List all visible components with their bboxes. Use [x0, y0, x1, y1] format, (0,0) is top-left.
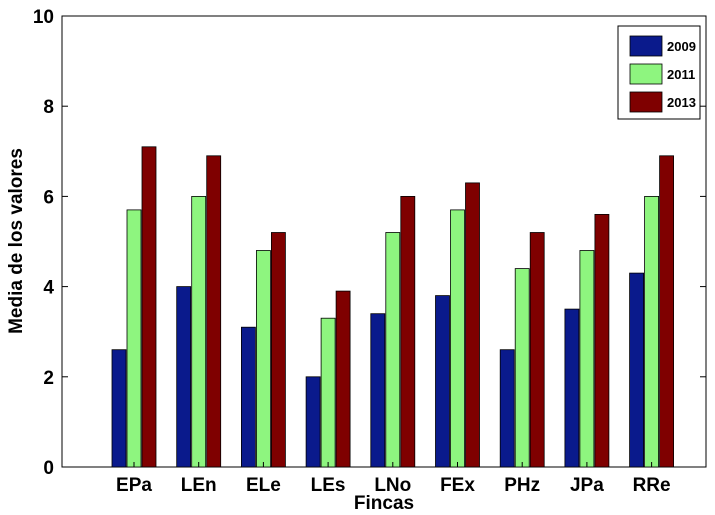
bar-jpa-2009: [564, 308, 580, 468]
bar-rre-2009: [629, 272, 644, 468]
legend-label-2009: 2009: [667, 39, 696, 54]
x-tick-label-fex: FEx: [440, 475, 475, 496]
x-tick-label-ele: ELe: [246, 475, 281, 496]
x-axis-title: Fincas: [354, 493, 414, 514]
legend-item-2009: 2009: [629, 35, 696, 57]
bar-epa-2011: [126, 209, 142, 468]
legend-swatch-2011: [629, 63, 663, 85]
x-tick-label-lno: LNo: [374, 475, 411, 496]
y-tick-label-10: 10: [33, 7, 54, 28]
bar-phz-2013: [529, 232, 545, 468]
bar-lno-2009: [370, 313, 386, 468]
bar-rre-2011: [644, 195, 659, 468]
bar-jpa-2011: [579, 250, 595, 468]
bar-les-2013: [335, 290, 351, 468]
bar-fex-2009: [435, 295, 450, 468]
bar-lno-2013: [400, 195, 416, 468]
bar-ele-2009: [240, 326, 256, 468]
bar-les-2009: [305, 376, 321, 468]
bar-len-2011: [191, 195, 207, 468]
x-tick-label-les: LEs: [311, 475, 346, 496]
x-tick-label-jpa: JPa: [570, 475, 604, 496]
x-tick-label-epa: EPa: [116, 475, 152, 496]
y-tick-label-6: 6: [43, 187, 54, 208]
x-tick-label-phz: PHz: [504, 475, 540, 496]
bar-les-2011: [320, 317, 336, 468]
bar-fex-2011: [450, 209, 465, 468]
y-tick-label-4: 4: [43, 278, 54, 299]
bar-fex-2013: [465, 182, 480, 468]
y-tick-label-0: 0: [43, 458, 54, 479]
legend-swatch-2009: [629, 35, 663, 57]
bars-layer: [111, 146, 674, 468]
axes-layer: EPa LEn ELe LEs LNo FEx PHz JPa RRe 0 2 4 6 8 10: [33, 7, 706, 496]
y-tick-label-8: 8: [43, 97, 54, 118]
bar-len-2009: [176, 286, 192, 468]
legend-item-2013: 2013: [629, 91, 696, 113]
bar-rre-2013: [659, 155, 674, 468]
bar-epa-2009: [111, 349, 127, 468]
bar-lno-2011: [385, 232, 401, 468]
bar-epa-2013: [141, 146, 157, 468]
bar-ele-2011: [255, 250, 271, 468]
legend-swatch-2013: [629, 91, 663, 113]
bar-len-2013: [206, 155, 222, 468]
legend-label-2011: 2011: [667, 67, 695, 82]
legend: 2009 2011 2013: [617, 25, 701, 120]
bar-phz-2011: [514, 268, 530, 468]
bar-jpa-2013: [594, 213, 610, 468]
legend-item-2011: 2011: [629, 63, 695, 85]
x-tick-label-len: LEn: [181, 475, 217, 496]
legend-label-2013: 2013: [667, 95, 696, 110]
x-tick-label-rre: RRe: [633, 475, 671, 496]
bar-phz-2009: [499, 349, 515, 468]
y-axis-title: Media de los valores: [6, 148, 27, 334]
bar-ele-2013: [270, 232, 286, 468]
y-tick-label-2: 2: [43, 368, 54, 389]
